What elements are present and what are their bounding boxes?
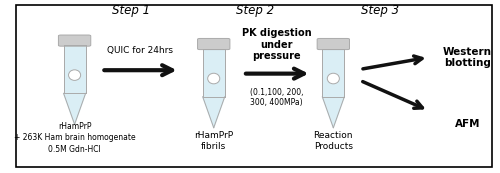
Text: AFM: AFM xyxy=(455,119,480,129)
Polygon shape xyxy=(322,97,344,128)
Text: (0.1,100, 200,
300, 400MPa): (0.1,100, 200, 300, 400MPa) xyxy=(250,88,304,107)
Bar xyxy=(322,49,344,97)
FancyBboxPatch shape xyxy=(16,5,492,167)
Text: Step 1: Step 1 xyxy=(112,4,150,17)
Polygon shape xyxy=(64,93,86,124)
Text: Reaction
Products: Reaction Products xyxy=(314,130,353,151)
Text: Step 2: Step 2 xyxy=(236,4,275,17)
Text: Western
blotting: Western blotting xyxy=(443,47,492,68)
Text: rHamPrP
+ 263K Ham brain homogenate
0.5M Gdn-HCl: rHamPrP + 263K Ham brain homogenate 0.5M… xyxy=(14,122,136,154)
FancyBboxPatch shape xyxy=(317,38,350,50)
Ellipse shape xyxy=(328,73,340,84)
Ellipse shape xyxy=(208,73,220,84)
Text: QUIC for 24hrs: QUIC for 24hrs xyxy=(108,46,174,55)
Text: rHamPrP
fibrils: rHamPrP fibrils xyxy=(194,130,234,151)
Bar xyxy=(64,45,86,93)
Ellipse shape xyxy=(68,70,80,80)
Polygon shape xyxy=(202,97,224,128)
Text: Step 3: Step 3 xyxy=(360,4,399,17)
Text: PK digestion
under
pressure: PK digestion under pressure xyxy=(242,28,312,61)
FancyBboxPatch shape xyxy=(198,38,230,50)
Bar xyxy=(202,49,224,97)
FancyBboxPatch shape xyxy=(58,35,91,46)
